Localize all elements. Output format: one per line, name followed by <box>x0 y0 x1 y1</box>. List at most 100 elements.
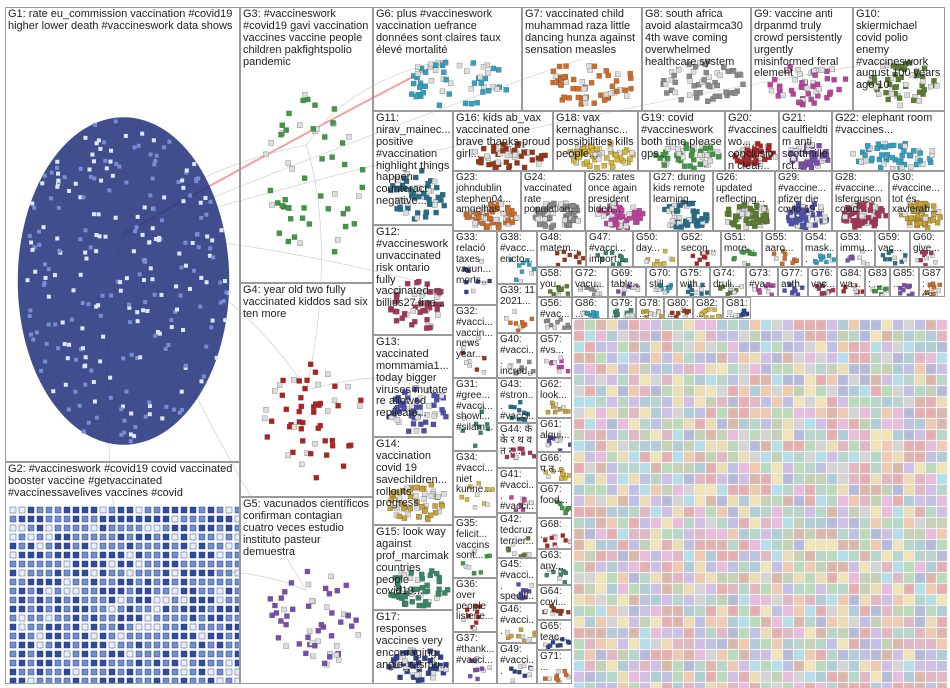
node <box>396 513 403 520</box>
node <box>826 539 838 551</box>
node <box>126 506 134 514</box>
node <box>81 533 89 541</box>
node <box>837 330 849 342</box>
group-label: G47: #vacci... import... <box>589 232 629 265</box>
node <box>216 623 224 631</box>
node <box>793 429 805 441</box>
node-layer <box>387 482 447 523</box>
node <box>9 515 17 523</box>
node <box>291 377 297 383</box>
node <box>422 69 429 75</box>
node <box>554 676 559 681</box>
node <box>661 682 673 688</box>
node <box>135 632 143 640</box>
node <box>617 561 629 573</box>
node <box>870 605 882 617</box>
node <box>317 423 323 429</box>
node <box>657 262 662 266</box>
node <box>88 174 93 179</box>
node <box>92 399 97 404</box>
group-label: G14: vaccination covid 19 savechildren..… <box>376 438 450 510</box>
node <box>171 578 179 586</box>
node <box>808 96 814 103</box>
node <box>428 482 435 488</box>
node <box>755 141 761 147</box>
node <box>749 660 761 672</box>
node <box>892 71 898 78</box>
node <box>221 299 226 304</box>
node <box>763 212 769 218</box>
node <box>721 64 727 71</box>
node <box>135 578 143 586</box>
group-g14: G14: vaccination covid 19 savechildren..… <box>373 437 453 525</box>
node <box>795 292 801 296</box>
node <box>925 495 937 507</box>
node <box>744 151 751 157</box>
node <box>936 319 948 331</box>
node <box>506 212 512 218</box>
node <box>300 97 306 104</box>
node <box>914 638 926 650</box>
node <box>826 660 838 672</box>
node <box>672 484 684 496</box>
node <box>837 484 849 496</box>
node <box>595 528 607 540</box>
node <box>9 632 17 640</box>
node <box>36 587 44 595</box>
node <box>54 614 62 622</box>
node <box>471 288 476 294</box>
node <box>683 495 695 507</box>
node <box>535 216 541 222</box>
node <box>914 161 920 168</box>
node <box>903 484 915 496</box>
node <box>406 428 412 434</box>
node <box>162 677 170 683</box>
node <box>9 641 17 649</box>
node <box>782 506 794 518</box>
node <box>694 550 706 562</box>
node <box>861 206 867 212</box>
node <box>749 638 761 650</box>
node <box>744 161 751 167</box>
node <box>356 193 362 199</box>
node <box>881 440 893 452</box>
node <box>283 621 289 628</box>
node <box>175 307 180 312</box>
node <box>91 159 96 164</box>
node <box>782 539 794 551</box>
node <box>848 440 860 452</box>
node <box>574 148 580 155</box>
node <box>925 374 937 386</box>
node <box>527 262 532 267</box>
node <box>661 616 673 628</box>
node <box>925 418 937 430</box>
node <box>848 605 860 617</box>
node <box>355 632 361 638</box>
group-label: G55: aaro... <box>765 232 794 254</box>
group-label: G69: table... <box>611 268 642 290</box>
node <box>73 389 78 394</box>
node <box>639 396 651 408</box>
node <box>573 660 585 672</box>
node <box>826 352 838 364</box>
node <box>848 429 860 441</box>
node <box>870 363 882 375</box>
node <box>771 473 783 485</box>
node <box>333 652 340 658</box>
node <box>627 156 633 162</box>
node <box>738 385 750 397</box>
node <box>305 634 311 640</box>
node <box>628 671 640 683</box>
node <box>818 204 824 210</box>
node <box>699 287 704 292</box>
node <box>36 668 44 676</box>
node <box>936 528 948 540</box>
node <box>705 352 717 364</box>
node <box>843 284 848 290</box>
node <box>714 82 721 89</box>
node <box>234 515 239 523</box>
node <box>474 656 480 661</box>
node <box>749 440 761 452</box>
node <box>45 668 53 676</box>
node <box>98 359 103 364</box>
